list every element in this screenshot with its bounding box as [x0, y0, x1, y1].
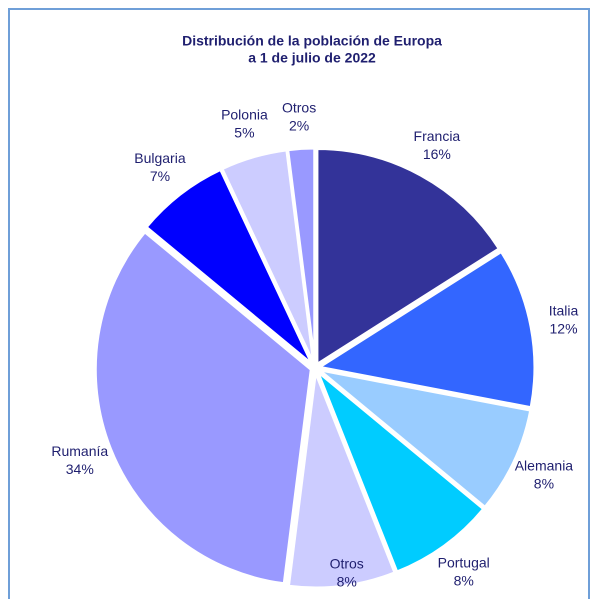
value-label: 7% — [150, 168, 170, 184]
slice-label: Rumanía — [51, 443, 108, 459]
pie-slice — [286, 146, 317, 365]
value-label: 16% — [423, 146, 451, 162]
value-label: 8% — [454, 572, 474, 588]
pie-slice — [317, 368, 533, 510]
value-label: 2% — [289, 118, 309, 134]
pie-slice — [286, 371, 397, 590]
value-label: 8% — [534, 475, 554, 491]
slice-label: Otros — [330, 556, 364, 572]
slice-label: Bulgaria — [134, 150, 186, 166]
pie-slice — [315, 146, 502, 368]
slice-label: Alemania — [515, 457, 574, 473]
pie-slice — [315, 370, 486, 575]
pie-slice — [314, 249, 537, 410]
chart-title: a 1 de julio de 2022 — [248, 50, 376, 66]
slice-label: Portugal — [438, 554, 490, 570]
pie-slice — [144, 167, 314, 366]
slice-label: Polonia — [221, 107, 268, 123]
pie-slice — [93, 229, 313, 586]
chart-title: Distribución de la población de Europa — [182, 33, 442, 49]
value-label: 34% — [66, 461, 94, 477]
slice-label: Italia — [549, 302, 579, 318]
slice-label: Otros — [282, 100, 316, 116]
slice-label: Francia — [414, 128, 461, 144]
value-label: 5% — [234, 125, 254, 141]
value-label: 8% — [337, 574, 357, 590]
value-label: 12% — [550, 320, 578, 336]
